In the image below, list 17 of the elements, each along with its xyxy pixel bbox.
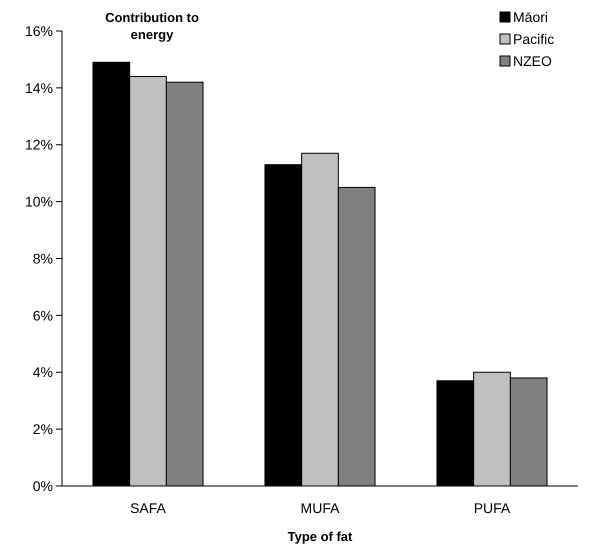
y-tick-label: 6% [32, 307, 53, 324]
x-axis-title: Type of fat [288, 529, 354, 544]
y-tick-label: 14% [24, 80, 53, 96]
y-tick-label: 16% [24, 22, 53, 39]
y-tick-label: 0% [32, 478, 53, 494]
y-tick-label: 12% [24, 136, 53, 153]
y-tick-label: 2% [32, 421, 53, 438]
legend-label: NZEO [513, 52, 552, 69]
y-tick-label: 4% [32, 364, 53, 380]
x-tick-label: MUFA [300, 500, 340, 516]
legend-label: Pacific [513, 30, 554, 47]
y-tick-label: 8% [32, 250, 53, 266]
x-tick-label: SAFA [130, 500, 167, 516]
chart-title: Contribution to energy [105, 10, 199, 42]
y-tick-label: 10% [24, 194, 53, 210]
legend-label: Māori [513, 8, 548, 25]
x-tick-label: PUFA [474, 500, 511, 516]
